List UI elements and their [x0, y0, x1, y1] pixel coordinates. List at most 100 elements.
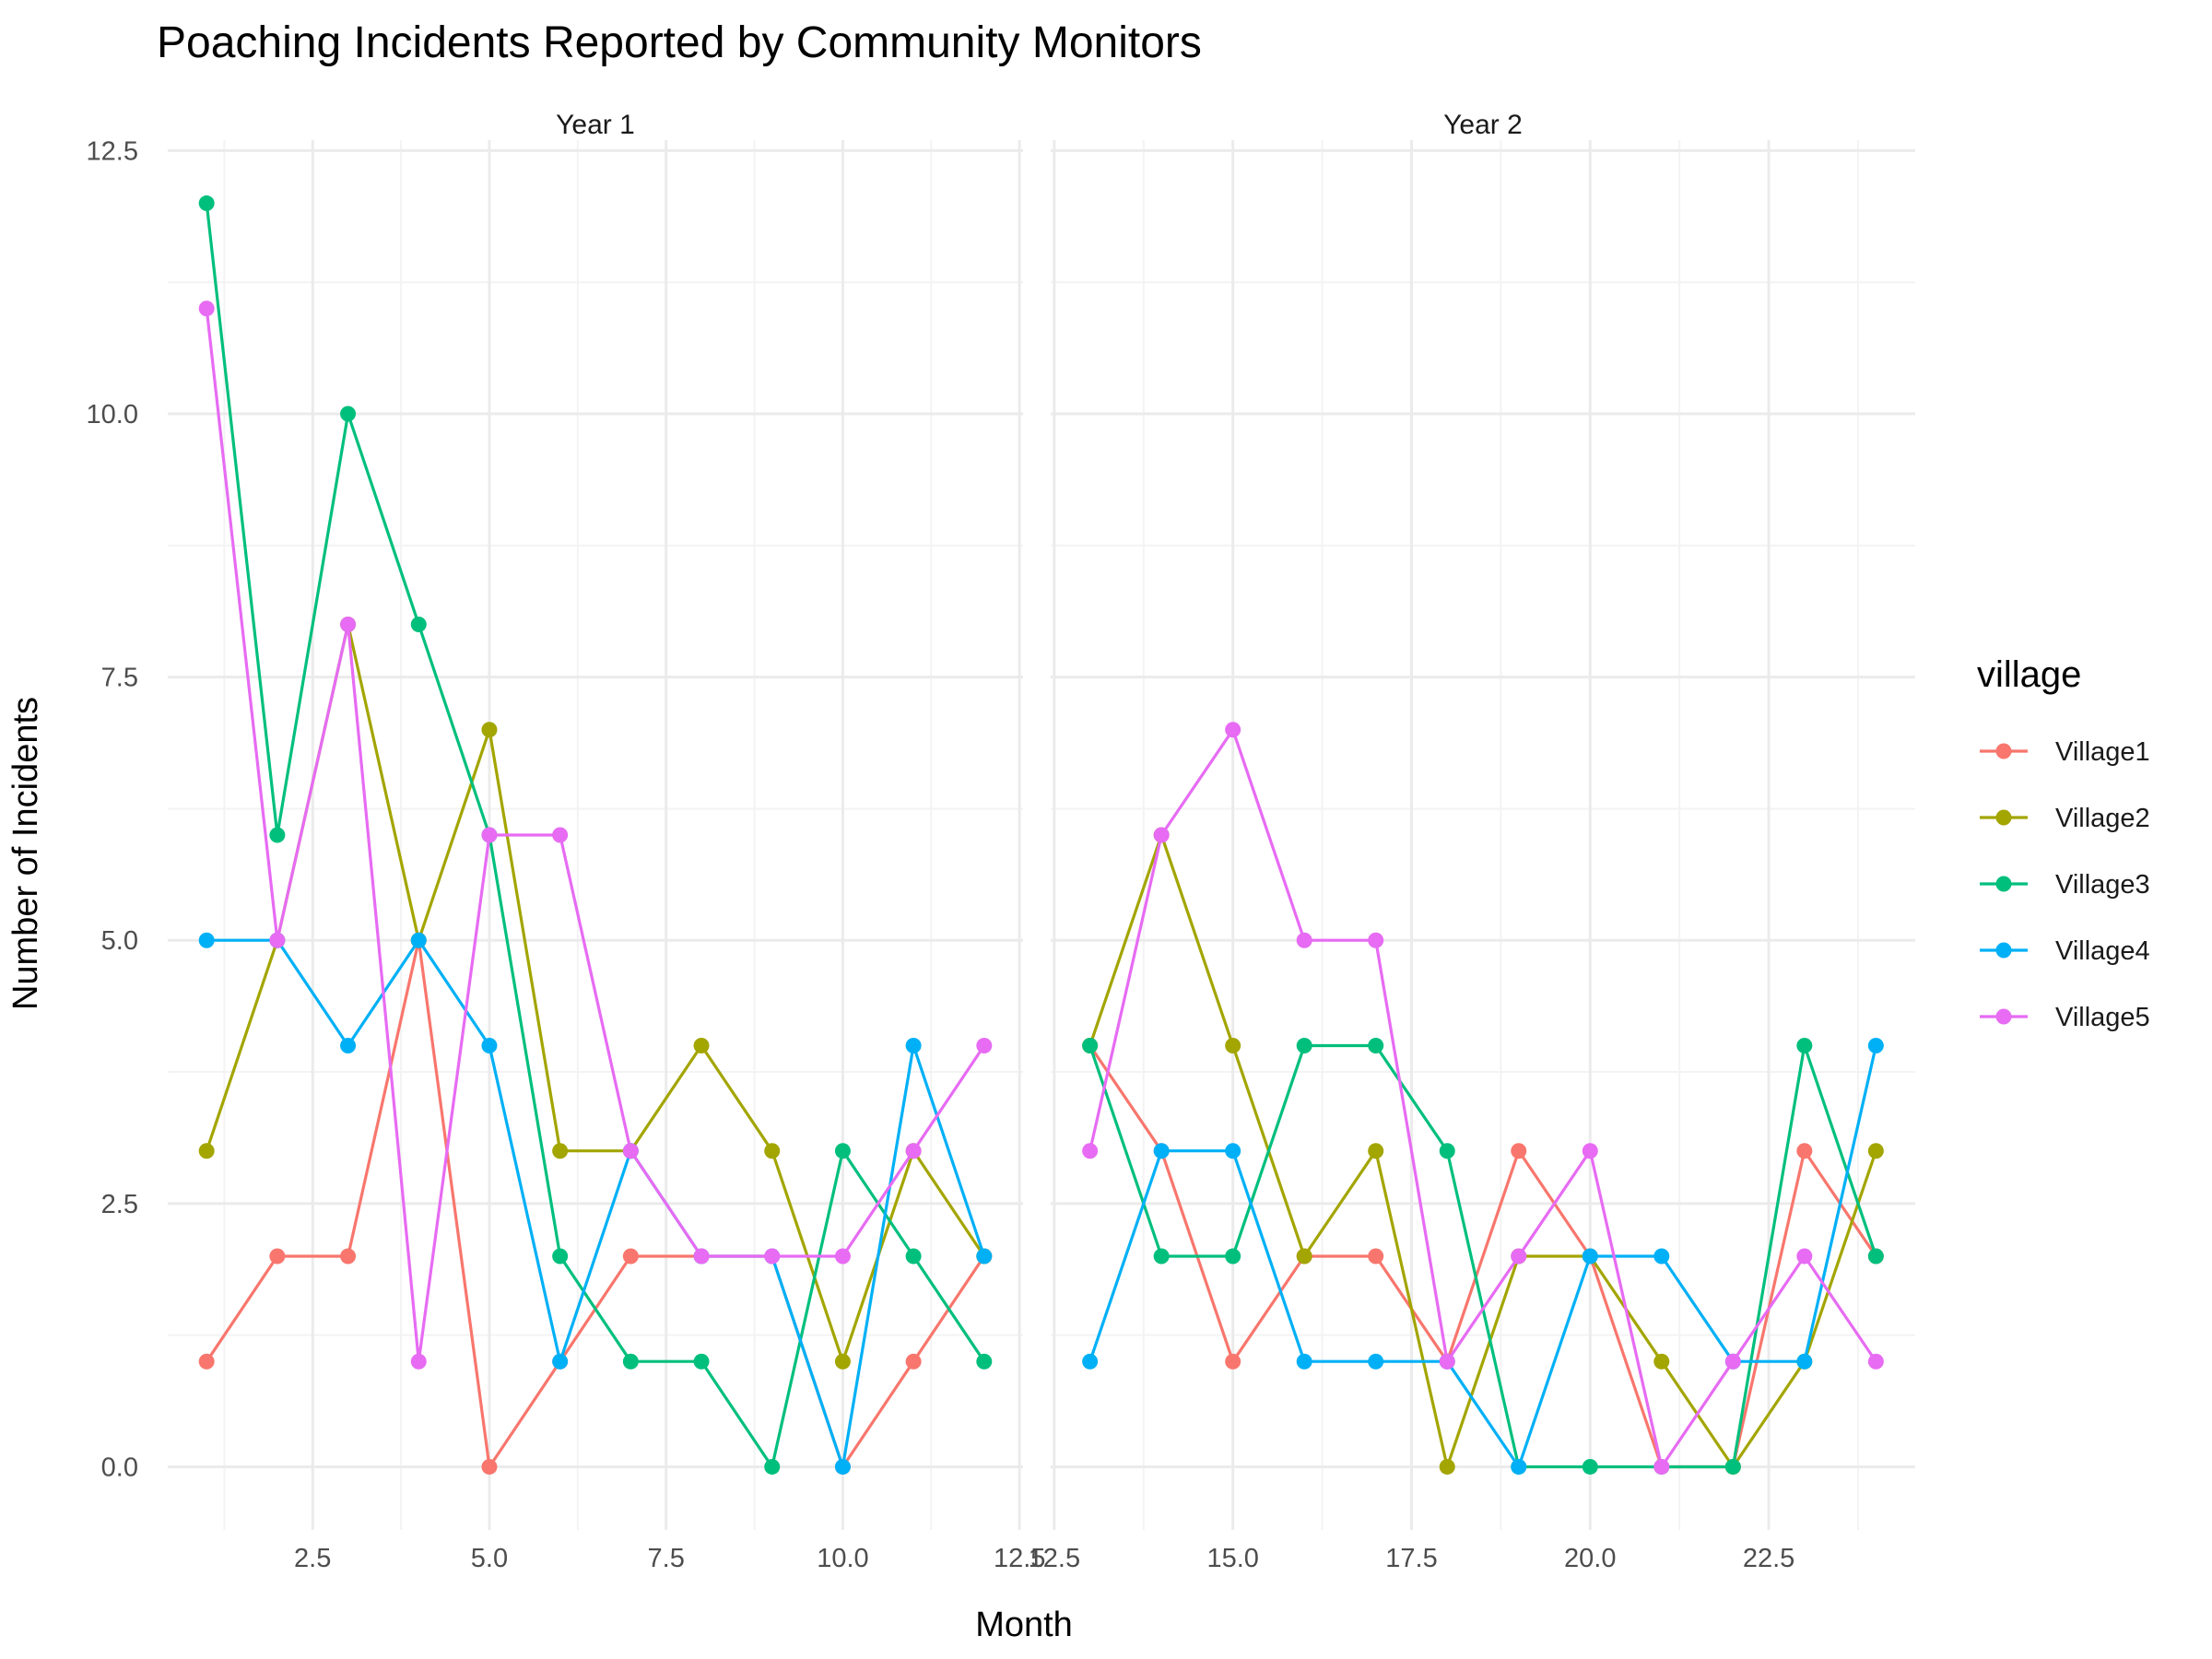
- data-point: [905, 1037, 922, 1053]
- legend-label: Village5: [2055, 1003, 2150, 1032]
- data-point: [1867, 1037, 1884, 1053]
- data-point: [1296, 1353, 1312, 1370]
- y-tick-label: 10.0: [87, 400, 138, 429]
- data-point: [834, 1143, 851, 1159]
- y-tick-label: 5.0: [101, 926, 138, 956]
- x-tick-label: 12.5: [994, 1544, 1045, 1573]
- legend-label: Village2: [2055, 804, 2150, 833]
- data-point: [905, 1248, 922, 1265]
- x-tick-label: 17.5: [1385, 1544, 1437, 1573]
- data-point: [269, 932, 286, 948]
- data-point: [1296, 1037, 1312, 1053]
- x-axis-title: Month: [975, 1606, 1073, 1644]
- data-point: [1439, 1353, 1455, 1370]
- legend-item-village4: Village4: [1980, 936, 2150, 966]
- data-point: [1796, 1143, 1813, 1159]
- data-point: [622, 1143, 639, 1159]
- data-point: [198, 932, 215, 948]
- legend-label: Village3: [2055, 870, 2150, 900]
- x-tick-label: 2.5: [294, 1544, 331, 1573]
- gridlines: [1051, 140, 1915, 1530]
- data-point: [1724, 1353, 1741, 1370]
- data-point: [1082, 1353, 1099, 1370]
- data-point: [481, 1037, 498, 1053]
- facet-label: Year 2: [1443, 110, 1523, 140]
- data-point: [1653, 1458, 1670, 1475]
- data-point: [764, 1248, 781, 1265]
- legend-item-village3: Village3: [1980, 870, 2150, 900]
- y-tick-label: 2.5: [101, 1190, 138, 1219]
- legend: village Village1 Village2 Village3 Village4…: [1977, 654, 2150, 1032]
- y-tick-label: 7.5: [101, 664, 138, 693]
- data-point: [1225, 722, 1241, 738]
- data-point: [1796, 1248, 1813, 1265]
- x-tick-label: 22.5: [1743, 1544, 1794, 1573]
- legend-label: Village4: [2055, 936, 2150, 966]
- data-point: [764, 1143, 781, 1159]
- series-village4: [1082, 1037, 1884, 1475]
- legend-label: Village1: [2055, 737, 2150, 767]
- legend-item-village5: Village5: [1980, 1003, 2150, 1032]
- y-tick-label: 12.5: [87, 136, 138, 166]
- x-tick-label: 15.0: [1206, 1544, 1258, 1573]
- series-line: [1088, 833, 1877, 1469]
- data-point: [269, 827, 286, 843]
- data-point: [198, 1143, 215, 1159]
- data-point: [1511, 1458, 1527, 1475]
- data-point: [1153, 827, 1170, 843]
- data-point: [1153, 1248, 1170, 1265]
- data-point: [1582, 1143, 1598, 1159]
- data-point: [1225, 1248, 1241, 1265]
- x-tick-label: 10.0: [817, 1544, 868, 1573]
- data-point: [1582, 1248, 1598, 1265]
- legend-key-point: [1995, 743, 2012, 759]
- data-point: [1296, 1248, 1312, 1265]
- data-point: [1225, 1353, 1241, 1370]
- data-point: [340, 1037, 357, 1053]
- data-point: [693, 1037, 710, 1053]
- data-point: [1225, 1037, 1241, 1053]
- data-point: [481, 1458, 498, 1475]
- data-point: [1867, 1353, 1884, 1370]
- data-point: [1511, 1248, 1527, 1265]
- x-tick-label: 7.5: [648, 1544, 685, 1573]
- data-point: [340, 406, 357, 422]
- x-tick-label: 12.5: [1029, 1544, 1080, 1573]
- gridlines: [168, 140, 1023, 1530]
- data-point: [1225, 1143, 1241, 1159]
- series-line: [1088, 728, 1877, 1469]
- data-point: [481, 827, 498, 843]
- data-point: [1582, 1458, 1598, 1475]
- data-point: [198, 1353, 215, 1370]
- data-point: [410, 1353, 427, 1370]
- data-point: [1296, 932, 1312, 948]
- data-point: [1867, 1248, 1884, 1265]
- chart-title: Poaching Incidents Reported by Community…: [157, 18, 1202, 67]
- y-axis-title: Number of Incidents: [6, 697, 45, 1010]
- series-line: [205, 203, 986, 1469]
- legend-key-point: [1995, 942, 2012, 959]
- series-village5: [198, 300, 993, 1370]
- data-point: [1368, 932, 1384, 948]
- data-point: [1653, 1248, 1670, 1265]
- data-point: [1082, 1037, 1099, 1053]
- data-point: [622, 1248, 639, 1265]
- data-point: [552, 827, 569, 843]
- data-point: [834, 1248, 851, 1265]
- data-point: [905, 1143, 922, 1159]
- data-point: [481, 722, 498, 738]
- data-point: [1082, 1143, 1099, 1159]
- data-point: [340, 1248, 357, 1265]
- data-point: [552, 1143, 569, 1159]
- data-point: [410, 617, 427, 633]
- data-point: [198, 195, 215, 212]
- series-line: [1088, 1044, 1877, 1469]
- data-point: [340, 617, 357, 633]
- series-line: [1088, 1045, 1877, 1469]
- data-point: [198, 300, 215, 317]
- data-point: [1653, 1353, 1670, 1370]
- data-point: [552, 1248, 569, 1265]
- legend-title: village: [1977, 654, 2081, 695]
- data-point: [1796, 1353, 1813, 1370]
